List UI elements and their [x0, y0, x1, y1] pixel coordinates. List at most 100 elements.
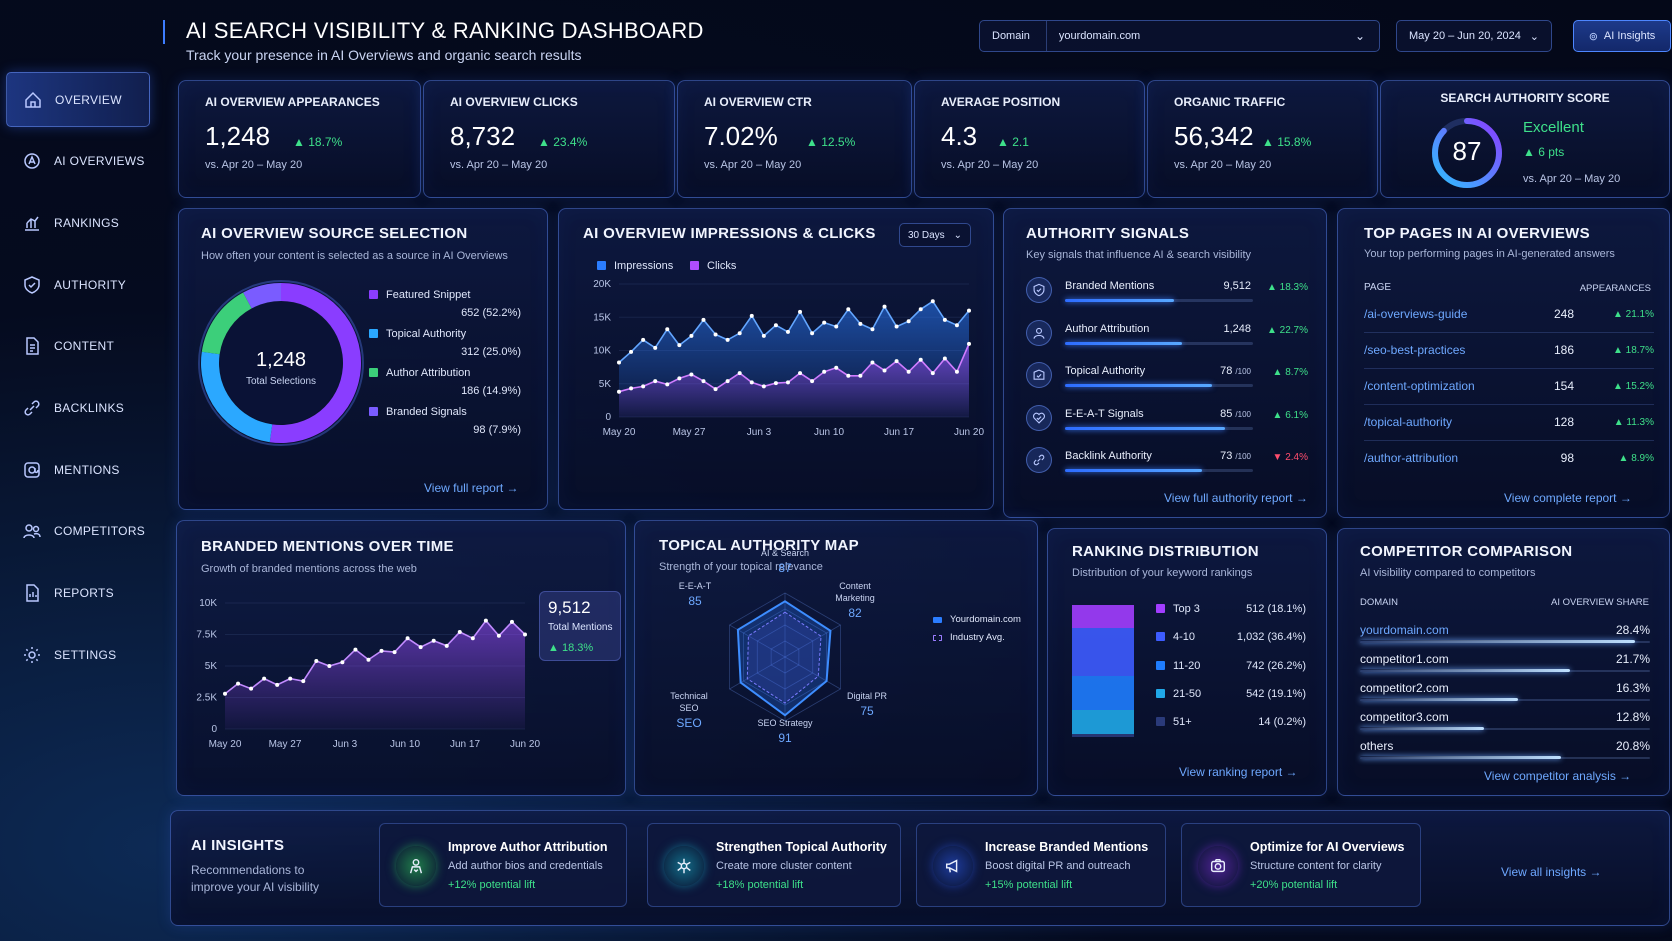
sidebar-item-rankings[interactable]: RANKINGS [6, 195, 150, 250]
ranking-category: 51+ [1173, 716, 1192, 729]
sidebar-item-label: CONTENT [54, 339, 115, 354]
page-link[interactable]: /seo-best-practices [1364, 343, 1466, 357]
signal-delta-value: 18.3% [1279, 282, 1308, 293]
y-tick-label: 0 [211, 724, 217, 735]
col-share-header: AI OVERVIEW SHARE [1550, 597, 1649, 608]
legend-yourdomain: Yourdomain.com [933, 614, 1021, 625]
view-complete-report-link[interactable]: View complete report → [1504, 491, 1632, 505]
series-line [224, 619, 526, 695]
legend-swatch [1156, 604, 1165, 613]
signals-title: AUTHORITY SIGNALS [1026, 225, 1190, 242]
sidebar-item-content[interactable]: CONTENT [6, 319, 150, 374]
ai-insights-button[interactable]: ⊚ AI Insights [1573, 20, 1671, 52]
insight-description: Add author bios and credentials [448, 860, 603, 872]
sidebar-item-mentions[interactable]: MENTIONS [6, 442, 150, 497]
page-delta-value: 15.2% [1625, 381, 1654, 392]
sidebar-item-label: BACKLINKS [54, 401, 125, 415]
data-point [713, 387, 718, 392]
sidebar-item-label: SETTINGS [54, 647, 117, 662]
legend-value: 652 (52.2%) [461, 307, 521, 319]
data-point [967, 341, 971, 346]
legend-value: 186 (14.9%) [461, 385, 521, 397]
kpi-compare: vs. Apr 20 – May 20 [704, 159, 802, 171]
radar-axis-label: AI & Search [761, 548, 809, 558]
kpi-value: 56,342 [1174, 121, 1254, 151]
megaphone-icon [933, 846, 973, 886]
donut-slice-author-attribution [201, 292, 252, 355]
data-point [761, 384, 766, 389]
insight-lift: +20% potential lift [1250, 879, 1338, 891]
view-full-report-link[interactable]: View full report → [424, 481, 519, 495]
data-point [773, 323, 778, 328]
data-point [798, 371, 803, 376]
data-point [353, 647, 358, 652]
view-ranking-report-link[interactable]: View ranking report → [1179, 765, 1298, 779]
view-all-insights-link[interactable]: View all insights → [1501, 865, 1602, 879]
kpi-delta-value: 15.8% [1277, 135, 1312, 149]
legend-label: Author Attribution [386, 367, 471, 379]
competitor-panel: COMPETITOR COMPARISON AI visibility comp… [1337, 528, 1670, 796]
sidebar-item-backlinks[interactable]: BACKLINKS [6, 381, 150, 436]
page-link[interactable]: /author-attribution [1364, 451, 1459, 465]
page-appearances: 98 [1560, 451, 1574, 465]
signal-delta: ▲ 22.7% [1266, 324, 1308, 336]
kpi-card-organic-traffic: ORGANIC TRAFFIC 56,342 ▲ 15.8% vs. Apr 20 –… [1147, 80, 1378, 198]
insight-card-increase-branded-mentions[interactable]: Increase Branded Mentions Boost digital P… [916, 823, 1166, 907]
insight-card-improve-author-attribution[interactable]: Improve Author Attribution Add author bio… [379, 823, 627, 907]
sidebar-item-reports[interactable]: REPORTS [6, 566, 150, 621]
insight-card-optimize-for-ai-overviews[interactable]: Optimize for AI Overviews Structure conte… [1181, 823, 1421, 907]
data-point [288, 676, 293, 681]
page-link[interactable]: /ai-overviews-guide [1364, 307, 1468, 321]
signal-value: 9,512 [1174, 280, 1251, 292]
page-delta-value: 11.3% [1626, 417, 1654, 428]
period-select[interactable]: 30 Days ⌄ [899, 223, 971, 247]
insight-card-strengthen-topical-authority[interactable]: Strengthen Topical Authority Create more … [647, 823, 901, 907]
gauge-arc [1432, 118, 1502, 188]
legend-label: Featured Snippet [386, 289, 471, 301]
signal-delta: ▲ 8.7% [1272, 367, 1308, 378]
camera-icon [1198, 846, 1238, 886]
source-donut-chart [198, 280, 364, 446]
score-rating: Excellent [1523, 119, 1584, 136]
signal-number: 73 [1220, 450, 1233, 462]
ranking-legend-row: 4-10 [1156, 631, 1195, 643]
data-point [483, 618, 488, 623]
legend-swatch [369, 368, 378, 377]
page-link[interactable]: /topical-authority [1364, 415, 1453, 429]
ranking-legend-row: 21-50 [1156, 688, 1201, 700]
kpi-delta-value: 18.7% [308, 135, 343, 149]
data-point [223, 691, 227, 696]
kpi-value: 1,248 [205, 121, 271, 151]
competitor-bar-fill [1360, 727, 1484, 730]
view-competitor-link[interactable]: View competitor analysis → [1484, 769, 1632, 783]
data-point [725, 379, 730, 384]
sidebar-item-overview[interactable]: OVERVIEW [6, 72, 150, 127]
data-point [846, 307, 851, 312]
donut-slice-featured-snippet [269, 283, 361, 443]
domain-select[interactable]: Domain yourdomain.com ⌄ [979, 20, 1380, 52]
page-appearances: 186 [1553, 343, 1574, 357]
sidebar-item-competitors[interactable]: COMPETITORS [6, 504, 150, 559]
page-link[interactable]: /content-optimization [1364, 379, 1475, 393]
legend-swatch [933, 635, 942, 641]
signal-delta-value: 8.7% [1285, 367, 1308, 378]
radar-yourdomain-series [736, 600, 832, 717]
branded-title: BRANDED MENTIONS OVER TIME [201, 538, 454, 555]
sidebar-item-settings[interactable]: SETTINGS [6, 627, 150, 682]
view-authority-report-link[interactable]: View full authority report → [1164, 491, 1308, 505]
signal-label: Author Attribution [1065, 322, 1150, 335]
x-tick-label: May 27 [269, 739, 302, 750]
page-delta: ▲ 18.7% [1612, 345, 1654, 356]
sidebar-item-authority[interactable]: AUTHORITY [6, 257, 150, 312]
sidebar-item-label: MENTIONS [54, 462, 120, 477]
sidebar-item-ai-overviews[interactable]: AI OVERVIEWS [6, 134, 150, 189]
date-range-select[interactable]: May 20 – Jun 20, 2024 ⌄ [1396, 20, 1552, 52]
legend-clicks-label: Clicks [707, 260, 737, 272]
signal-unit: /100 [1235, 452, 1251, 461]
link-icon [22, 398, 54, 418]
legend-impressions-label: Impressions [614, 260, 674, 272]
signal-number: 9,512 [1223, 280, 1251, 292]
branded-mentions-panel: BRANDED MENTIONS OVER TIME Growth of bra… [176, 520, 626, 796]
insight-lift: +18% potential lift [716, 879, 804, 891]
insights-title: AI INSIGHTS [191, 837, 285, 854]
